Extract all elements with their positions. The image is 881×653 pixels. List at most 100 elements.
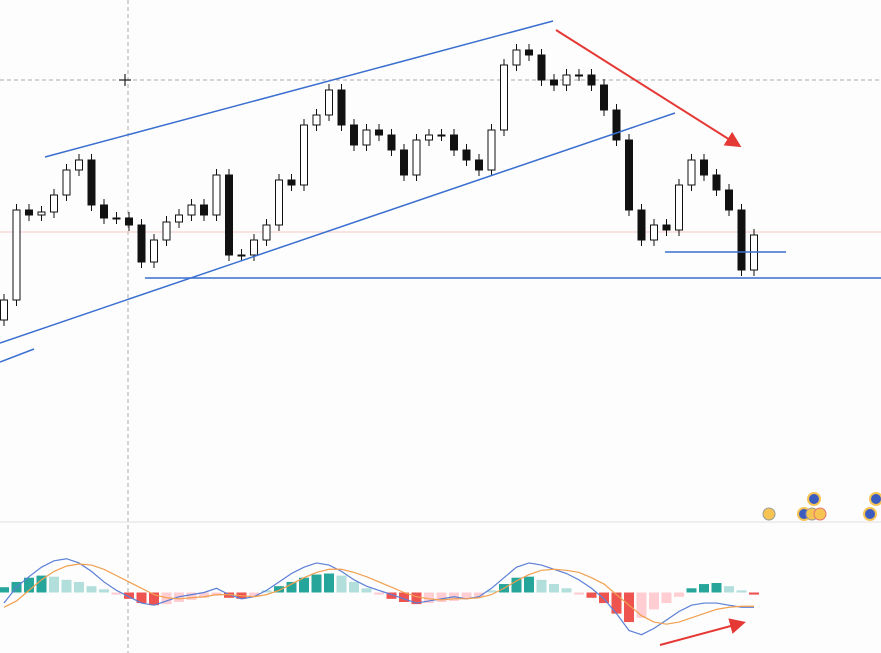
candle-body <box>425 134 433 141</box>
histogram-bar <box>436 592 447 602</box>
histogram-bar <box>724 586 734 593</box>
candle-body <box>512 49 521 66</box>
candle-body <box>712 174 721 191</box>
candle-body <box>325 89 333 116</box>
candle-body <box>675 184 683 231</box>
macd-line <box>3 558 754 636</box>
candle-body <box>162 221 171 241</box>
histogram-bar <box>349 581 359 593</box>
arrow <box>659 618 746 646</box>
candle-body <box>75 159 83 171</box>
candle-body <box>537 54 546 81</box>
candle-body <box>600 84 608 111</box>
histogram-bar <box>24 577 34 593</box>
candle-body <box>700 159 708 176</box>
candle-body <box>150 239 158 263</box>
candle-body <box>637 209 646 241</box>
histogram-bar <box>261 590 272 593</box>
candle-body <box>175 214 183 223</box>
plot <box>0 44 759 636</box>
histogram-bar <box>336 575 347 593</box>
histogram-bar <box>186 592 197 600</box>
histogram-bar <box>36 575 47 593</box>
candle-body <box>625 139 633 211</box>
candle-body <box>0 299 8 321</box>
candle-body <box>487 129 496 171</box>
candle-body <box>12 209 21 301</box>
histogram-bar <box>674 592 684 597</box>
candle-body <box>562 74 571 86</box>
histogram-bar <box>136 592 147 604</box>
candle-body <box>300 124 308 186</box>
histogram-bar <box>86 586 97 593</box>
candle-body <box>387 134 396 151</box>
candle-body <box>662 224 671 231</box>
cursor <box>119 74 131 86</box>
histogram-bar <box>49 576 59 593</box>
candle-body <box>87 159 96 206</box>
candle-body <box>212 174 221 216</box>
histogram-bar <box>511 577 522 593</box>
histogram-bar <box>399 592 409 602</box>
candle-body <box>612 109 621 141</box>
trend-line <box>44 20 554 158</box>
histogram-bar <box>574 592 584 595</box>
candle-body <box>462 149 471 161</box>
trend-line <box>0 348 35 363</box>
histogram-bar <box>74 581 84 593</box>
arrow <box>555 29 742 148</box>
candle-body <box>37 211 46 216</box>
histogram-bar <box>461 592 472 599</box>
histogram-bar <box>374 592 384 595</box>
trend-line <box>0 112 676 344</box>
candle-body <box>500 64 508 131</box>
candle-body <box>550 79 558 86</box>
candle-body <box>475 159 483 171</box>
histogram-bar <box>661 592 672 604</box>
candle-body <box>237 254 246 257</box>
histogram-bar <box>599 592 609 604</box>
histogram-bar <box>486 590 497 593</box>
candle-body <box>287 179 296 186</box>
candle-body <box>187 204 196 216</box>
candle-body <box>525 49 533 56</box>
histogram-bar <box>736 590 747 593</box>
macd-line <box>3 563 754 625</box>
candle-body <box>412 139 421 176</box>
candle-body <box>125 217 133 226</box>
histogram-bar <box>636 592 647 618</box>
candle-body <box>587 74 596 86</box>
candle-body <box>275 179 283 226</box>
candle-body <box>262 224 271 241</box>
histogram-bar <box>274 586 284 593</box>
histogram-bar <box>311 574 322 593</box>
candle-body <box>400 149 408 176</box>
candle-body <box>50 194 58 213</box>
histogram-bar <box>624 592 634 623</box>
histogram-bar <box>649 592 659 610</box>
histogram-bar <box>124 592 134 599</box>
candle-body <box>337 89 346 126</box>
histogram-bar <box>286 581 297 593</box>
candle-body <box>25 209 33 216</box>
histogram-bar <box>99 589 109 593</box>
histogram-bar <box>711 583 722 593</box>
candle-body <box>450 134 458 151</box>
candle-body <box>200 204 208 216</box>
histogram-bar <box>111 592 122 595</box>
histogram-bar <box>411 592 422 605</box>
candle-body <box>575 74 583 77</box>
histogram-bar <box>699 584 709 593</box>
histogram-bar <box>361 588 372 593</box>
candle-body <box>687 159 696 186</box>
histogram-bar <box>249 592 259 597</box>
histogram-bar <box>474 592 484 597</box>
histogram-bar <box>324 573 334 593</box>
histogram-bar <box>61 579 72 593</box>
histogram-bar <box>0 587 9 593</box>
candle-body <box>250 239 258 256</box>
candle-body <box>437 134 446 137</box>
